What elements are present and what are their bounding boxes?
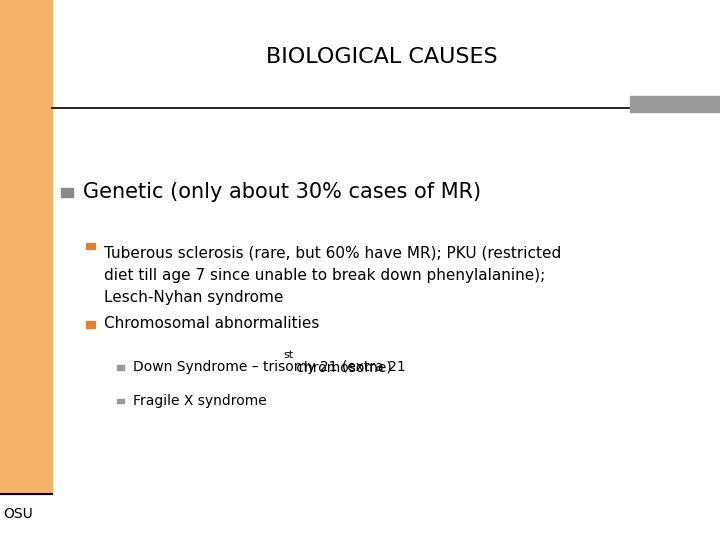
Bar bbox=[86, 321, 95, 327]
Text: BIOLOGICAL CAUSES: BIOLOGICAL CAUSES bbox=[266, 46, 498, 67]
Bar bbox=[61, 188, 73, 197]
Bar bbox=[630, 96, 720, 112]
Text: chromosome): chromosome) bbox=[292, 360, 392, 374]
Bar bbox=[117, 399, 124, 403]
Text: Chromosomal abnormalities: Chromosomal abnormalities bbox=[104, 316, 320, 332]
Text: Down Syndrome – trisomy 21 (extra 21: Down Syndrome – trisomy 21 (extra 21 bbox=[133, 360, 406, 374]
Text: Genetic (only about 30% cases of MR): Genetic (only about 30% cases of MR) bbox=[83, 181, 481, 202]
Bar bbox=[0, 0, 52, 494]
Text: st: st bbox=[284, 350, 294, 360]
Bar bbox=[86, 243, 95, 249]
Text: OSU: OSU bbox=[4, 507, 33, 521]
Text: Fragile X syndrome: Fragile X syndrome bbox=[133, 394, 267, 408]
Text: Tuberous sclerosis (rare, but 60% have MR); PKU (restricted
diet till age 7 sinc: Tuberous sclerosis (rare, but 60% have M… bbox=[104, 246, 562, 305]
Bar bbox=[117, 365, 124, 370]
